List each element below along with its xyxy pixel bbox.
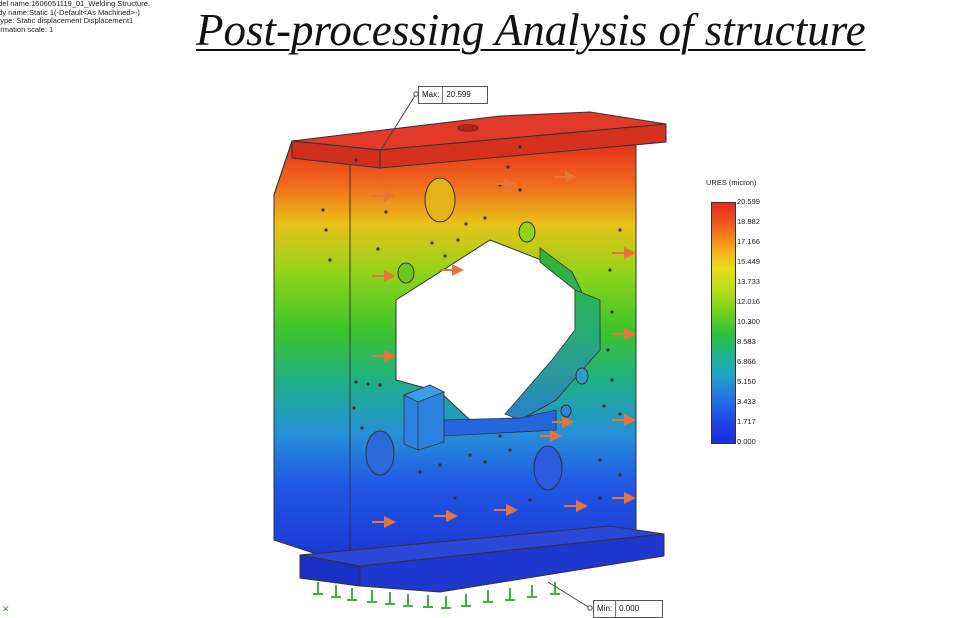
- legend-title: URES (micron): [706, 178, 757, 187]
- legend-tick-label: 20.599: [737, 197, 760, 206]
- legend-tick-label: 8.583: [737, 337, 756, 346]
- legend-tick-label: 3.433: [737, 397, 756, 406]
- min-probe-value: 0.000: [615, 601, 642, 617]
- legend-tick-label: 15.449: [737, 257, 760, 266]
- legend-tick-label: 18.882: [737, 217, 760, 226]
- max-probe-value: 20.599: [442, 87, 473, 103]
- min-probe-label-key: Min:: [597, 604, 613, 613]
- legend-tick-label: 17.166: [737, 237, 760, 246]
- min-probe-label[interactable]: Min: 0.000: [593, 600, 663, 618]
- small-holes: [321, 145, 628, 502]
- legend-tick-label: 5.150: [737, 377, 756, 386]
- legend-tick-label: 13.733: [737, 277, 760, 286]
- model-name-text: odel name:1606051119_01_Welding Structur…: [0, 0, 150, 8]
- inner-ledge: [443, 409, 557, 437]
- deformation-scale-text: formation scale: 1: [0, 24, 54, 34]
- page-title: Post-processing Analysis of structure: [196, 5, 866, 55]
- axis-triad-icon: ✕: [2, 604, 10, 614]
- legend-tick-label: 10.300: [737, 317, 760, 326]
- plot-type-text: t type: Static displacement Displacement…: [0, 16, 134, 25]
- bore-holes: [365, 177, 589, 491]
- load-arrows: [372, 171, 636, 528]
- legend-colorbar: [711, 202, 736, 444]
- study-info: odel name:1606051119_01_Welding Structur…: [0, 0, 150, 34]
- max-leader-line: [380, 93, 417, 151]
- fixture-icons: [313, 582, 560, 609]
- study-name-text: udy name:Static 1(-Default<As Machined>-…: [0, 7, 140, 17]
- legend-tick-label: 1.717: [737, 417, 756, 426]
- left-side-face: [273, 140, 351, 566]
- legend-tick-label: 12.016: [737, 297, 760, 306]
- legend-tick-label: 6.866: [737, 357, 756, 366]
- max-probe-label-key: Max:: [422, 90, 440, 99]
- max-probe-label[interactable]: Max: 20.599: [418, 86, 488, 104]
- legend-tick-label: 0.000: [737, 437, 756, 446]
- min-leader-line: [547, 581, 591, 609]
